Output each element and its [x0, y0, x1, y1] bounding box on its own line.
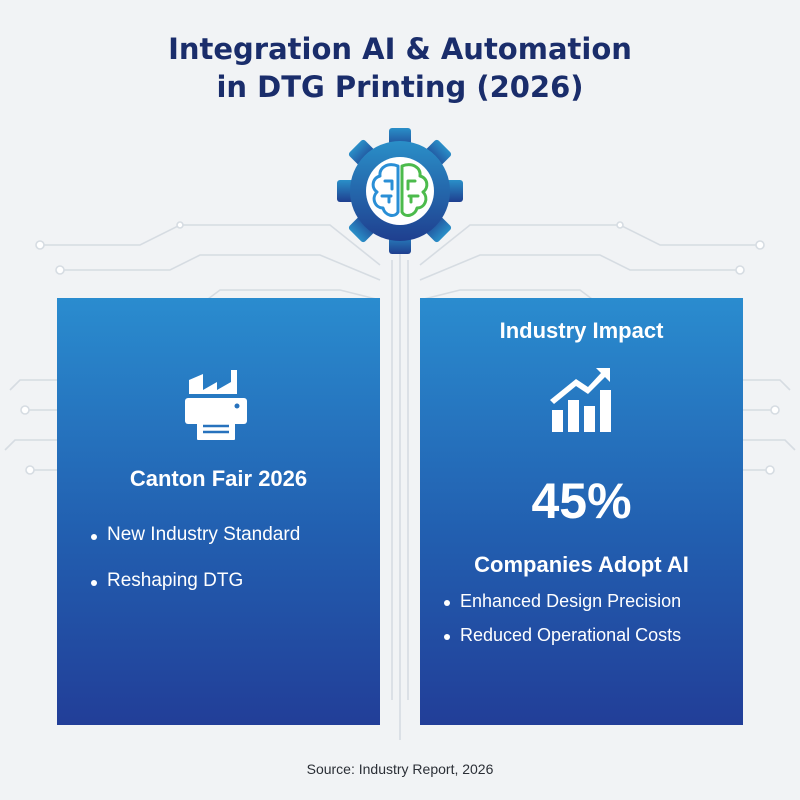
industry-impact-bullets: Enhanced Design Precision Reduced Operat…: [442, 591, 681, 649]
title-line-2: in DTG Printing (2026): [216, 70, 584, 104]
companies-adopt-heading: Companies Adopt AI: [474, 552, 689, 577]
source-note: Source: Industry Report, 2026: [306, 761, 494, 777]
list-item: New Industry Standard: [89, 524, 300, 550]
page-title: Integration AI & Automation in DTG Print…: [0, 30, 800, 106]
gear-brain-icon: [337, 128, 463, 254]
industry-impact-card: Industry Impact 45% Companies Adopt AI E…: [420, 298, 743, 725]
title-line-1: Integration AI & Automation: [168, 32, 632, 66]
canton-fair-heading: Canton Fair 2026: [129, 466, 308, 491]
factory-printer-icon: [185, 370, 247, 440]
list-item: Reduced Operational Costs: [442, 625, 681, 649]
industry-impact-heading: Industry Impact: [499, 318, 664, 343]
canton-fair-bullets: New Industry Standard Reshaping DTG: [89, 524, 300, 596]
list-item: Reshaping DTG: [89, 570, 300, 596]
growth-chart-icon: [550, 368, 611, 432]
canton-fair-card: Canton Fair 2026 New Industry Standard R…: [57, 298, 380, 725]
list-item: Enhanced Design Precision: [442, 591, 681, 615]
adoption-stat: 45%: [531, 473, 632, 529]
